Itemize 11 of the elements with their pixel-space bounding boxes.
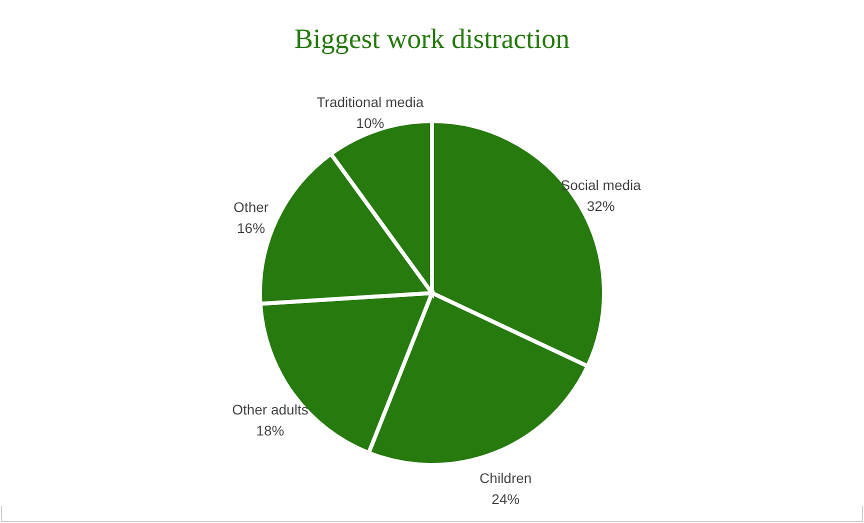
data-label: 10% [356,114,384,131]
data-label: 32% [586,198,615,214]
slice-label: Children [480,470,532,486]
chart-title: Biggest work distraction [294,24,570,55]
data-label: 18% [256,422,284,439]
data-label: 16% [237,220,266,236]
slice-label: Other adults [232,402,308,418]
slice-label: Social media [560,176,642,193]
data-label: 24% [492,490,520,507]
slice-label: Traditional media [316,94,424,110]
slice-label: Other [234,198,269,215]
